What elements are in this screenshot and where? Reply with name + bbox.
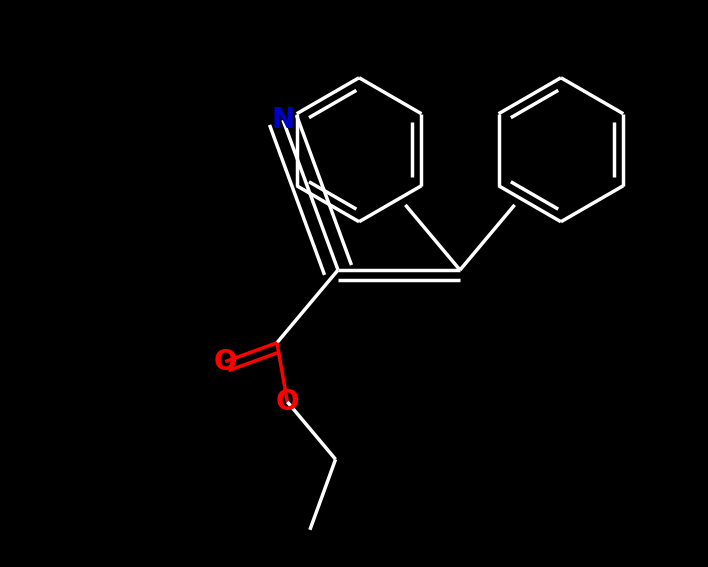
Text: O: O: [214, 348, 237, 375]
Text: N: N: [271, 106, 295, 134]
Text: O: O: [275, 388, 299, 416]
